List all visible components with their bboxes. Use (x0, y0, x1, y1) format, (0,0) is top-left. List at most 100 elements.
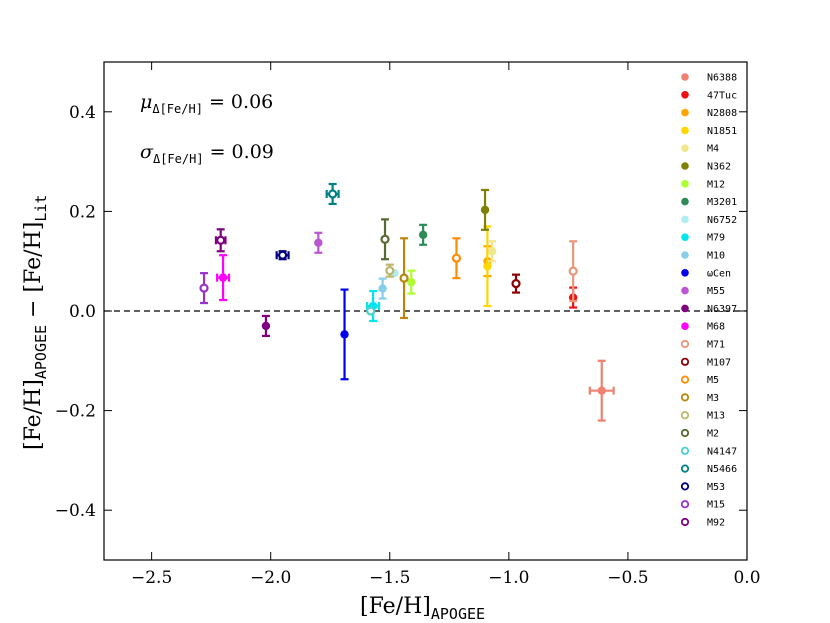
legend-marker (681, 322, 689, 331)
legend-label: M68 (707, 322, 725, 333)
marker (511, 279, 521, 289)
legend-marker (680, 482, 690, 491)
plot-frame (103, 61, 748, 561)
marker (328, 189, 338, 199)
legend-label: M92 (707, 518, 725, 529)
legend-label: M53 (707, 482, 725, 493)
data-point-m10 (378, 277, 387, 300)
data-point-n1851 (483, 225, 492, 308)
legend-label: N362 (707, 162, 731, 173)
legend-marker (680, 375, 690, 384)
data-point-m4 (487, 240, 497, 263)
x-axis-label-main: [Fe/H] (360, 594, 431, 619)
annotation-sigma-symbol: σ (140, 141, 154, 163)
x-tick-label: 0.0 (733, 568, 760, 588)
legend-marker (680, 446, 690, 455)
legend-marker (680, 500, 690, 509)
legend-item: N4147 (680, 446, 737, 457)
data-point-m71 (568, 240, 578, 303)
legend-item: N6397 (681, 304, 737, 315)
data-point-n362 (480, 188, 490, 231)
data-point-m68 (216, 254, 231, 302)
y-tick-label: −0.2 (55, 402, 96, 422)
marker (399, 273, 409, 283)
annotation-mu-symbol: μ (140, 91, 152, 113)
data-point-m79 (366, 289, 381, 323)
legend-label: M2 (707, 429, 719, 440)
marker (340, 330, 349, 339)
legend-item: N2808 (681, 108, 737, 119)
legend-item: M3 (680, 393, 719, 404)
legend-label: N6397 (707, 304, 737, 315)
x-axis-label-sub: APOGEE (431, 605, 485, 623)
legend-marker (680, 339, 690, 349)
legend-marker (680, 517, 690, 527)
annotation-mu-value: = 0.06 (203, 91, 273, 113)
x-tick-label: −2.0 (250, 568, 291, 588)
legend-item: M107 (680, 357, 731, 368)
legend-label: M3201 (707, 197, 737, 208)
legend-marker (681, 144, 689, 152)
data-point-m5 (451, 237, 462, 280)
marker (487, 247, 497, 256)
legend-label: M55 (707, 286, 725, 297)
data-point-ωcen (340, 288, 349, 381)
legend-label: M12 (707, 179, 725, 190)
y-axis-label-main1: [Fe/H] (21, 379, 46, 450)
legend-marker (681, 215, 689, 224)
annotation-sigma-sub: Δ[Fe/H] (153, 152, 204, 166)
legend-item: M68 (681, 322, 725, 333)
legend-marker (681, 108, 689, 117)
legend-label: M5 (707, 375, 719, 386)
data-point-m3201 (418, 223, 428, 246)
legend-item: N1851 (681, 126, 737, 137)
legend-marker (681, 91, 689, 99)
data-point-m107 (511, 273, 521, 294)
legend-item: M53 (680, 482, 725, 493)
legend-item: M4 (681, 144, 719, 155)
marker (278, 250, 288, 260)
data-point-m2 (380, 218, 390, 261)
legend-item: N6388 (681, 73, 737, 84)
data-point-m12 (407, 269, 416, 295)
marker (380, 234, 390, 244)
marker (218, 273, 228, 282)
legend-item: M12 (681, 179, 725, 190)
legend-label: ωCen (707, 268, 731, 279)
legend-marker (681, 233, 689, 241)
legend-marker (680, 357, 690, 366)
legend-marker (681, 73, 689, 81)
legend-label: N5466 (707, 464, 737, 475)
legend-label: M15 (707, 500, 725, 511)
marker (199, 283, 209, 293)
legend-item: M5 (680, 375, 719, 386)
legend-item: M13 (680, 411, 725, 422)
legend-label: 47Tuc (707, 90, 737, 101)
data-point-n6397 (261, 314, 271, 337)
legend-marker (681, 286, 689, 295)
legend-item: 47Tuc (681, 90, 737, 101)
legend-marker (681, 197, 689, 206)
legend-label: M71 (707, 340, 725, 351)
annotation-mu-sub: Δ[Fe/H] (152, 102, 203, 116)
x-tick-label: −1.0 (488, 568, 529, 588)
data-point-m53 (275, 250, 290, 261)
marker (216, 235, 226, 245)
y-axis-label-sub1: APOGEE (32, 325, 50, 379)
legend-marker (681, 126, 689, 135)
data-point-m13 (385, 263, 395, 278)
legend-marker (680, 428, 690, 438)
x-axis-label: [Fe/H]APOGEE (360, 594, 485, 623)
y-tick-label: 0.2 (69, 202, 96, 222)
marker (378, 284, 387, 293)
annotation-mu: μΔ[Fe/H] = 0.06 (140, 91, 273, 116)
annotation-sigma: σΔ[Fe/H] = 0.09 (140, 141, 274, 166)
legend-marker (681, 180, 689, 188)
legend-marker (681, 269, 689, 277)
y-axis-label: [Fe/H]APOGEE − [Fe/H]Lit (21, 195, 50, 450)
ticks-layer: −2.5 −2.0 −1.5 −1.0 −0.5 0.0 −0.4 −0.2 0.0 0.2 0.4 (55, 62, 761, 588)
data-point-m55 (314, 231, 323, 254)
data-point-n6388 (588, 359, 615, 422)
legend-item: N5466 (680, 464, 737, 475)
